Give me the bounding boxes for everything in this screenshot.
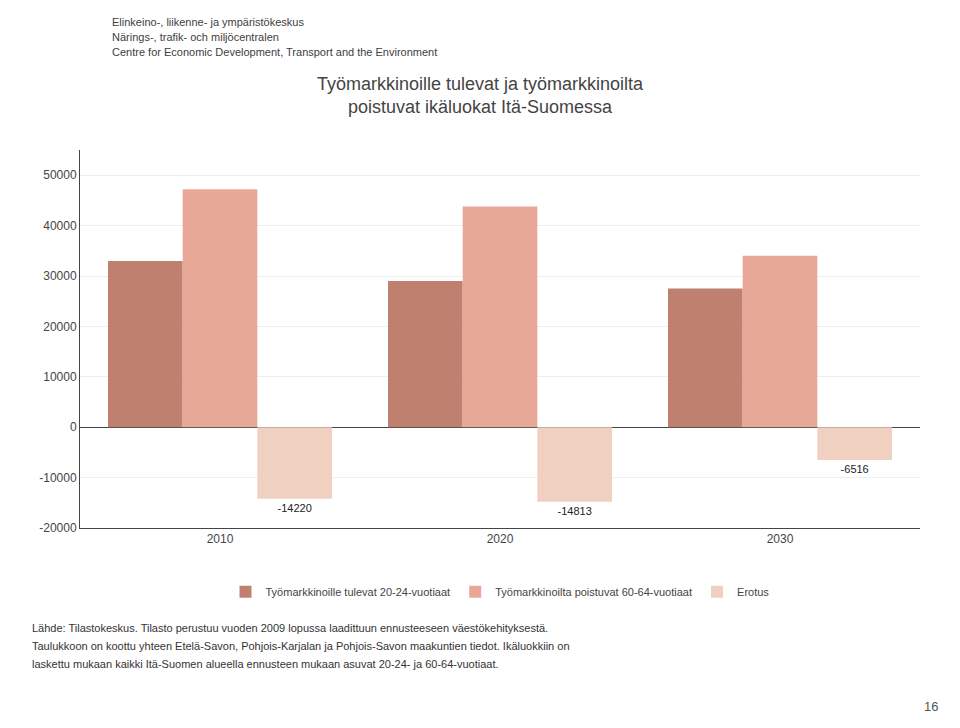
svg-text:-20000: -20000 bbox=[39, 521, 77, 535]
svg-text:0: 0 bbox=[70, 420, 77, 434]
svg-text:50000: 50000 bbox=[43, 168, 77, 182]
svg-text:Elinkeino-, liikenne- ja ympär: Elinkeino-, liikenne- ja ympäristökeskus bbox=[112, 16, 304, 28]
svg-text:2020: 2020 bbox=[487, 532, 514, 546]
svg-text:2010: 2010 bbox=[207, 532, 234, 546]
svg-text:Työmarkkinoille tulevat 20-24-: Työmarkkinoille tulevat 20-24-vuotiaat bbox=[266, 586, 451, 598]
svg-text:10000: 10000 bbox=[43, 370, 77, 384]
svg-text:Erotus: Erotus bbox=[737, 586, 769, 598]
svg-text:laskettu mukaan kaikki Itä-Suo: laskettu mukaan kaikki Itä-Suomen alueel… bbox=[32, 658, 499, 670]
svg-text:Lähde: Tilastokeskus. Tilasto: Lähde: Tilastokeskus. Tilasto perustuu v… bbox=[32, 622, 548, 634]
svg-text:Centre for Economic Developmen: Centre for Economic Development, Transpo… bbox=[112, 46, 437, 58]
svg-text:Työmarkkinoilta poistuvat 60-6: Työmarkkinoilta poistuvat 60-64-vuotiaat bbox=[495, 586, 692, 598]
svg-text:16: 16 bbox=[924, 699, 938, 714]
svg-text:2030: 2030 bbox=[767, 532, 794, 546]
svg-text:-14813: -14813 bbox=[558, 505, 592, 517]
svg-text:20000: 20000 bbox=[43, 320, 77, 334]
svg-text:-10000: -10000 bbox=[39, 471, 77, 485]
svg-text:40000: 40000 bbox=[43, 219, 77, 233]
svg-text:Närings-, trafik- och miljöcen: Närings-, trafik- och miljöcentralen bbox=[112, 31, 279, 43]
svg-text:-6516: -6516 bbox=[841, 463, 869, 475]
svg-text:Työmarkkinoille tulevat ja työ: Työmarkkinoille tulevat ja työmarkkinoil… bbox=[317, 74, 644, 117]
svg-text:-14220: -14220 bbox=[278, 502, 312, 514]
svg-text:Taulukkoon on koottu yhteen Et: Taulukkoon on koottu yhteen Etelä-Savon,… bbox=[32, 640, 570, 652]
svg-text:30000: 30000 bbox=[43, 269, 77, 283]
